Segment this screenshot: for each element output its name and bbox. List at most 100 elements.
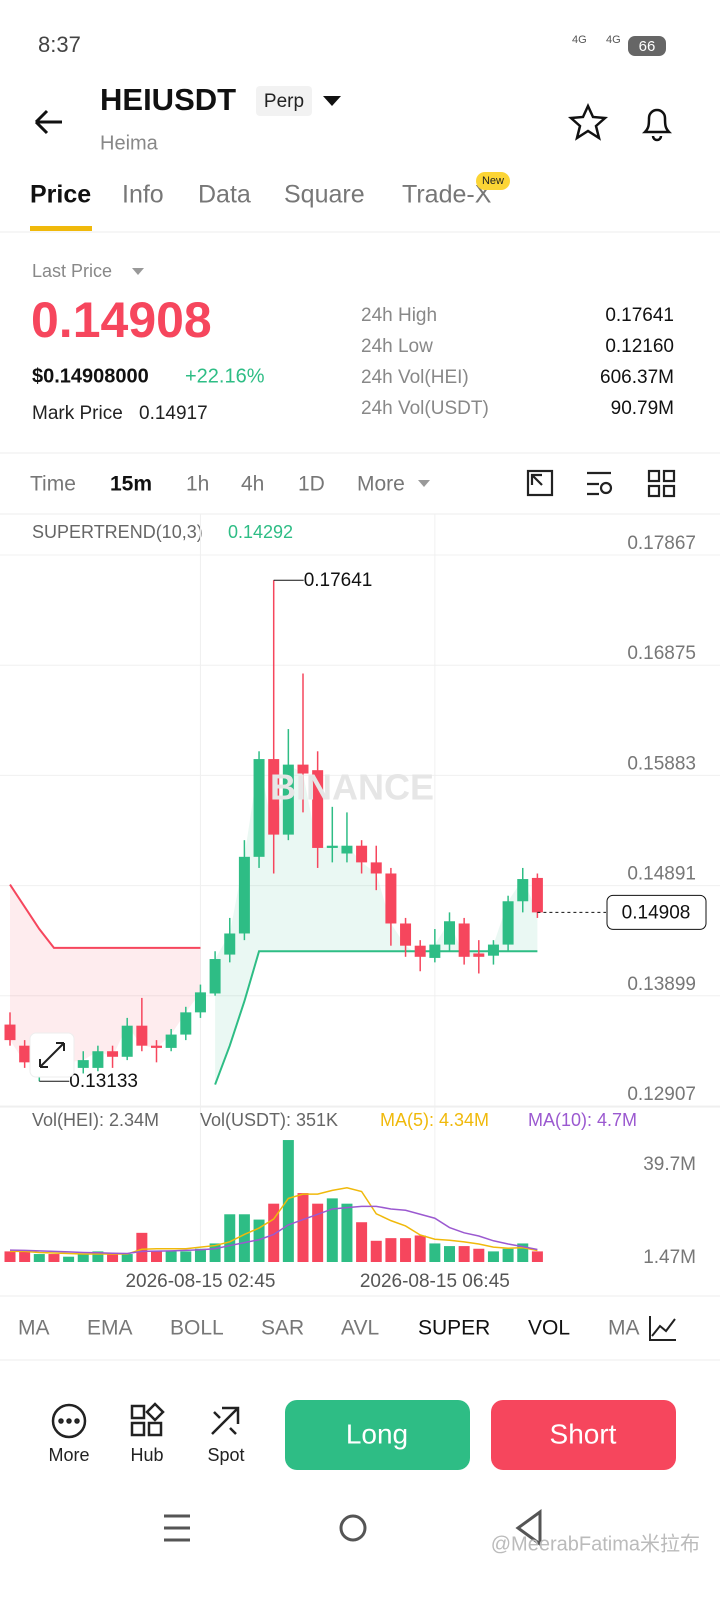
price-change: +22.16% xyxy=(185,365,265,387)
stat-label: 24h Vol(HEI) xyxy=(361,367,469,388)
candle-body xyxy=(487,944,499,956)
candle-body xyxy=(77,1060,89,1068)
indicator-tab[interactable]: VOL xyxy=(528,1317,570,1340)
symbol: HEIUSDT xyxy=(100,82,236,117)
stat-value: 606.37M xyxy=(600,367,674,388)
candle-body xyxy=(326,845,338,848)
action-label[interactable]: More xyxy=(48,1445,89,1465)
chart-tools[interactable] xyxy=(526,469,676,498)
tab[interactable]: Data xyxy=(198,181,251,209)
candle-body xyxy=(517,879,529,902)
ma-line xyxy=(9,1205,538,1255)
perp-tag xyxy=(256,86,312,116)
last-price-box xyxy=(606,894,707,930)
indicator-tab[interactable]: EMA xyxy=(87,1317,133,1340)
candle-body xyxy=(444,921,455,945)
candle-body xyxy=(194,992,206,1013)
candle-body xyxy=(121,1025,133,1057)
candle-body xyxy=(502,901,514,945)
dropdown[interactable] xyxy=(418,480,430,487)
usd-price: $0.14908000 xyxy=(32,365,149,387)
indicator-label: SUPERTREND(10,3) xyxy=(32,522,203,542)
candle-body xyxy=(136,1025,148,1046)
favorite[interactable] xyxy=(567,102,609,141)
indicator-tabs: MA EMA BOLL SAR AVL SUPER VOL MA xyxy=(18,1317,640,1340)
tabs: Price Info Data Square Trade-X xyxy=(30,181,492,209)
supertrend-line xyxy=(9,884,201,949)
interval[interactable]: 4h xyxy=(241,473,264,496)
volume-bar xyxy=(238,1214,250,1262)
stat-label: 24h High xyxy=(361,305,437,326)
volume-bar xyxy=(224,1214,236,1262)
action-label[interactable]: Spot xyxy=(207,1445,244,1465)
stat-value: 90.79M xyxy=(611,398,674,419)
candle-body xyxy=(165,1034,177,1048)
tab[interactable]: Price xyxy=(30,181,91,209)
interval[interactable]: 1D xyxy=(298,473,325,496)
supertrend-fill xyxy=(215,759,538,1085)
volume-bar xyxy=(370,1240,382,1262)
y-tick-label: 0.16875 xyxy=(627,643,696,664)
status-time: 8:37 xyxy=(38,32,81,57)
alert[interactable] xyxy=(641,108,673,142)
y-tick-label: 0.17867 xyxy=(627,533,696,554)
indicator-tab[interactable]: AVL xyxy=(341,1317,379,1340)
volume-bar xyxy=(253,1219,265,1262)
interval[interactable]: 1h xyxy=(186,473,209,496)
dropdown[interactable] xyxy=(323,96,341,106)
stats: 24h High 0.17641 24h Low 0.12160 24h Vol(HEI… xyxy=(361,305,674,419)
indicator-tab[interactable]: MA xyxy=(608,1317,640,1340)
volume-bar xyxy=(473,1248,485,1262)
stat-label: 24h Vol(USDT) xyxy=(361,398,489,419)
perp-text: Perp xyxy=(264,91,304,112)
y-tick-label: 0.12907 xyxy=(627,1084,696,1105)
volume-bar xyxy=(194,1248,206,1262)
candle-body xyxy=(531,877,543,913)
action-icons xyxy=(51,1402,240,1439)
ma10-label: MA(10): 4.7M xyxy=(528,1110,637,1130)
volume-bar xyxy=(385,1238,397,1262)
candle-body xyxy=(282,764,294,835)
x-tick-label: 2026-08-15 02:45 xyxy=(125,1271,275,1292)
y-tick-label: 0.13899 xyxy=(627,974,696,995)
indicator-tab[interactable]: BOLL xyxy=(170,1317,224,1340)
tab[interactable]: Square xyxy=(284,181,365,209)
last-price-label: Last Price xyxy=(32,261,112,281)
interval[interactable]: Time xyxy=(30,473,76,496)
indicator-tab[interactable]: MA xyxy=(18,1317,50,1340)
short-button[interactable] xyxy=(491,1400,676,1470)
dropdown[interactable] xyxy=(132,268,144,275)
tab[interactable]: Trade-X xyxy=(402,181,492,209)
candle-body xyxy=(151,1045,162,1048)
tab[interactable]: Info xyxy=(122,181,164,209)
stat-value: 0.17641 xyxy=(605,305,674,326)
indicator-tab[interactable]: SAR xyxy=(261,1317,304,1340)
interval[interactable]: 15m xyxy=(110,473,152,496)
y-tick-label: 0.14891 xyxy=(627,864,696,885)
candle-body xyxy=(209,959,221,994)
candle-body xyxy=(370,862,382,874)
volume-bar xyxy=(487,1251,499,1262)
volume-bar xyxy=(297,1193,309,1262)
mark-price: 0.14917 xyxy=(139,403,208,424)
volume-chart: 39.7M 1.47M xyxy=(4,1140,696,1268)
candle-body xyxy=(400,923,412,946)
status-net: 4G xyxy=(572,34,587,46)
vol-label: Vol(USDT): 351K xyxy=(200,1110,338,1130)
interval[interactable]: More xyxy=(357,473,405,496)
volume-bar xyxy=(136,1232,148,1262)
action-label[interactable]: Hub xyxy=(130,1445,163,1465)
volume-bar xyxy=(356,1222,368,1262)
supertrend-fill xyxy=(10,884,201,1063)
volume-bar xyxy=(429,1243,441,1262)
indicator-settings[interactable] xyxy=(649,1316,676,1341)
long-button[interactable] xyxy=(285,1400,470,1470)
nav-bar[interactable] xyxy=(164,1509,542,1547)
indicator-tab[interactable]: SUPER xyxy=(418,1317,490,1340)
back-button[interactable] xyxy=(34,109,62,135)
new-badge xyxy=(476,172,510,190)
stat-label: 24h Low xyxy=(361,336,433,357)
long-text: Long xyxy=(346,1418,408,1449)
volume-bar xyxy=(341,1203,353,1262)
expand-icon xyxy=(39,1042,65,1068)
